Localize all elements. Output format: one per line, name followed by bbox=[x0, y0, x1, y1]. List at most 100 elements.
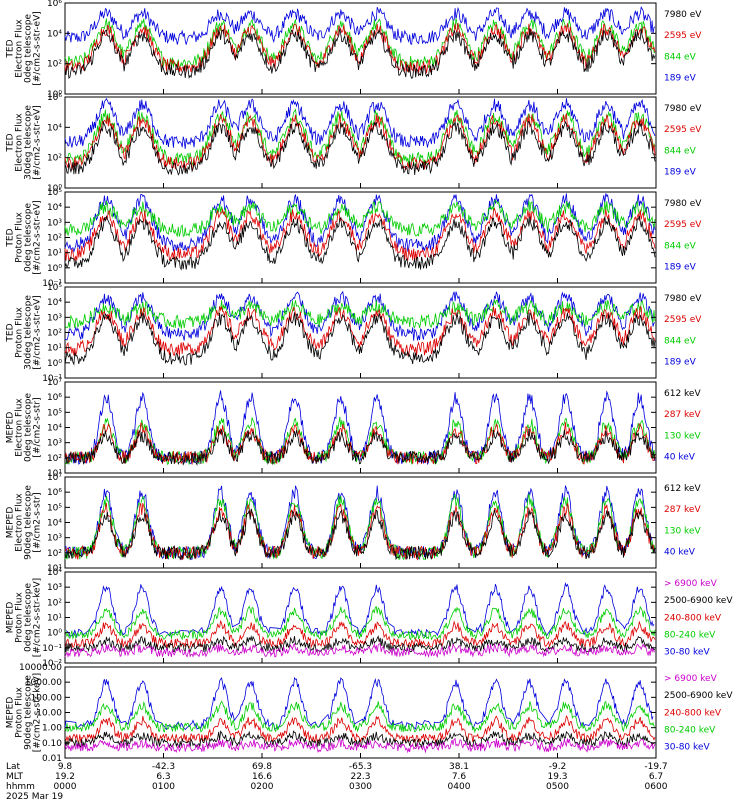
date-label: 2025 Mar 19 bbox=[6, 792, 63, 800]
y-tick-label: 10⁶ bbox=[47, 488, 62, 498]
y-axis-label-line: [#/cm2-s-str] bbox=[33, 397, 43, 457]
y-axis-label-line: [#/cm2-s-str-eV] bbox=[33, 295, 43, 370]
y-tick-label: 10⁵ bbox=[47, 408, 62, 418]
y-tick-label: 10³ bbox=[47, 313, 62, 323]
legend-entry: 844 eV bbox=[664, 146, 697, 156]
panel-2: 10⁰ 10² 10⁴ 10⁶ TEDElectron Flux30deg telesc… bbox=[6, 93, 703, 194]
y-axis-label-line: TED bbox=[6, 323, 16, 342]
y-tick-label: 10³ bbox=[47, 439, 62, 449]
panel-frame bbox=[64, 476, 657, 569]
y-axis-label-line: Electron Flux bbox=[15, 19, 25, 78]
y-tick-label: 10³ bbox=[47, 534, 62, 544]
y-axis-label-line: TED bbox=[6, 133, 16, 152]
y-tick-label: 10⁵ bbox=[47, 503, 62, 513]
legend-entry: 2595 eV bbox=[664, 125, 702, 135]
legend-entry: 130 keV bbox=[664, 526, 701, 536]
y-axis-label: TEDElectron Flux30deg telescope[#/cm2-s-… bbox=[6, 105, 43, 180]
y-axis-label-line: MEPED bbox=[6, 412, 16, 444]
series-line-2595-eV bbox=[64, 305, 656, 357]
series-line-2500-6900-keV bbox=[64, 635, 656, 654]
y-tick-label: 10⁻¹ bbox=[42, 279, 62, 289]
y-axis-label-line: Electron Flux bbox=[15, 113, 25, 172]
series-line-30-80-keV bbox=[64, 676, 654, 731]
x-tick-hhmm: 0600 bbox=[645, 782, 668, 792]
x-tick-mlt: 19.3 bbox=[547, 772, 567, 782]
y-axis-label-line: [#/cm2-s-str-eV] bbox=[33, 200, 43, 275]
x-tick-lat: -9.2 bbox=[549, 762, 567, 772]
y-tick-label: 10⁻² bbox=[42, 659, 62, 669]
legend-entry: 2595 eV bbox=[664, 220, 702, 230]
panel-5: 10¹ 10² 10³ 10⁴ 10⁵ 10⁶ 10⁷ MEPEDElectron Flux0… bbox=[6, 378, 702, 479]
x-tick-hhmm: 0300 bbox=[349, 782, 372, 792]
y-axis-label: MEPEDElectron Flux90deg telescope[#/cm2-… bbox=[6, 485, 43, 560]
y-axis-label: TEDProton Flux0deg telescope[#/cm2-s-str… bbox=[6, 200, 43, 275]
panel-7: 10⁻² 10⁻¹ 10⁰ 10¹ 10² 10³ 10⁴ MEPEDProton Flux0… bbox=[6, 568, 734, 669]
legend-entry: 130 keV bbox=[664, 431, 701, 441]
y-tick-label: 10⁴ bbox=[47, 519, 62, 529]
x-tick-hhmm: 0000 bbox=[54, 782, 77, 792]
x-tick-hhmm: 0100 bbox=[152, 782, 175, 792]
y-tick-label: 10⁴ bbox=[47, 29, 62, 39]
x-row-label: MLT bbox=[6, 772, 24, 782]
y-tick-label: 1000.00 bbox=[25, 678, 62, 688]
x-tick-lat: -65.3 bbox=[349, 762, 372, 772]
series-line-2595-eV bbox=[64, 113, 656, 171]
y-tick-label: 10⁵ bbox=[47, 283, 62, 293]
y-axis-label-line: 0deg telescope bbox=[24, 14, 34, 84]
y-tick-label: 10¹ bbox=[47, 564, 62, 574]
legend-entry: 240-800 keV bbox=[664, 613, 722, 623]
x-tick-lat: -19.7 bbox=[644, 762, 667, 772]
legend-entry: 844 eV bbox=[664, 241, 697, 251]
legend-entry: 7980 eV bbox=[664, 10, 702, 20]
series-line-612-keV bbox=[64, 508, 656, 561]
legend-entry: 2595 eV bbox=[664, 315, 702, 325]
series-line-189-eV bbox=[64, 5, 656, 45]
legend-entry: 7980 eV bbox=[664, 199, 702, 209]
y-axis-label: MEPEDProton Flux0deg telescope[#/cm2-s-s… bbox=[6, 578, 43, 657]
y-axis-label: TEDElectron Flux0deg telescope[#/cm2-s-s… bbox=[6, 11, 43, 86]
y-tick-label: 10⁷ bbox=[47, 378, 62, 388]
y-tick-label: 10¹ bbox=[47, 469, 62, 479]
y-axis-label-line: 90deg telescope bbox=[24, 485, 34, 560]
y-tick-label: 1.00 bbox=[42, 724, 62, 734]
legend-entry: 30-80 keV bbox=[664, 743, 710, 753]
legend-entry: 189 eV bbox=[664, 262, 697, 272]
y-axis-label-line: Proton Flux bbox=[15, 212, 25, 263]
series-line-189-eV bbox=[64, 97, 656, 149]
y-axis-label-line: [#/cm2-s-str-eV] bbox=[33, 105, 43, 180]
y-tick-label: 10⁴ bbox=[47, 424, 62, 434]
legend-entry: 287 keV bbox=[664, 505, 701, 515]
panel-4: 10⁻¹ 10⁰ 10¹ 10² 10³ 10⁴ 10⁵ TEDProton Flux30de… bbox=[6, 283, 703, 384]
legend-entry: 612 keV bbox=[664, 389, 701, 399]
y-axis-label-line: TED bbox=[6, 39, 16, 58]
x-tick-mlt: 7.6 bbox=[452, 772, 467, 782]
legend-entry: 7980 eV bbox=[664, 104, 702, 114]
y-tick-label: 10⁴ bbox=[47, 568, 62, 578]
legend-entry: 40 keV bbox=[664, 547, 696, 557]
legend-entry: 240-800 keV bbox=[664, 708, 722, 718]
y-tick-label: 0.01 bbox=[42, 754, 62, 764]
legend-entry: 189 eV bbox=[664, 357, 697, 367]
panel-3: 10⁻¹ 10⁰ 10¹ 10² 10³ 10⁴ 10⁵ TEDProton Flux0deg… bbox=[6, 188, 703, 289]
x-row-label: hhmm bbox=[6, 782, 35, 792]
series-line-287-keV bbox=[64, 503, 656, 561]
series-line-844-eV bbox=[64, 18, 656, 70]
y-tick-label: 10² bbox=[47, 598, 62, 608]
y-tick-label: 10¹ bbox=[47, 344, 62, 354]
x-tick-lat: -42.3 bbox=[152, 762, 175, 772]
series-line-7980-eV bbox=[64, 214, 656, 271]
y-axis-label-line: 90deg telescope bbox=[24, 675, 34, 750]
legend-entry: 30-80 keV bbox=[664, 648, 710, 658]
legend-entry: 612 keV bbox=[664, 484, 701, 494]
x-tick-hhmm: 0400 bbox=[448, 782, 471, 792]
series-line-844-eV bbox=[64, 298, 656, 329]
legend-entry: 2500-6900 keV bbox=[664, 596, 733, 606]
y-tick-label: 10⁰ bbox=[47, 184, 62, 194]
y-tick-label: 10⁰ bbox=[47, 359, 62, 369]
x-tick-hhmm: 0200 bbox=[251, 782, 274, 792]
y-tick-label: 10⁰ bbox=[47, 90, 62, 100]
y-tick-label: 10² bbox=[47, 154, 62, 164]
y-axis-label-line: MEPED bbox=[6, 602, 16, 634]
y-axis-label-line: 0deg telescope bbox=[24, 203, 34, 273]
